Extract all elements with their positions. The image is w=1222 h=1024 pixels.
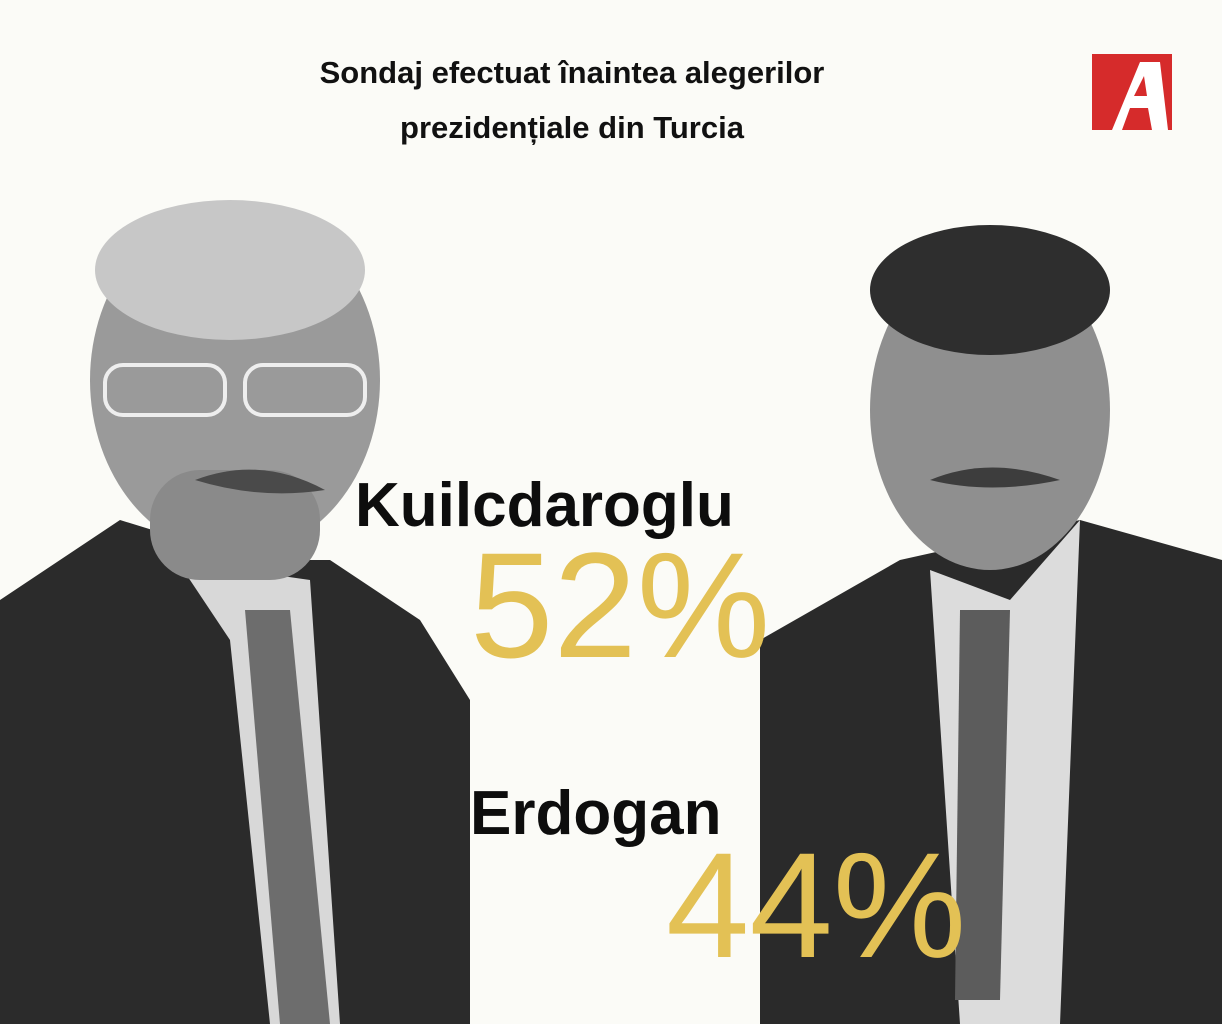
right-portrait <box>760 225 1222 1024</box>
candidate-name: Kuilcdaroglu <box>355 471 734 540</box>
title-line: Sondaj efectuat înaintea alegerilor <box>319 55 825 90</box>
candidate-percent: 52% <box>470 521 771 689</box>
candidate-percent: 44% <box>666 821 967 989</box>
left-portrait <box>0 200 470 1024</box>
title-line: prezidențiale din Turcia <box>400 110 744 145</box>
candidate-name: Erdogan <box>470 779 722 848</box>
logo <box>1092 54 1172 130</box>
